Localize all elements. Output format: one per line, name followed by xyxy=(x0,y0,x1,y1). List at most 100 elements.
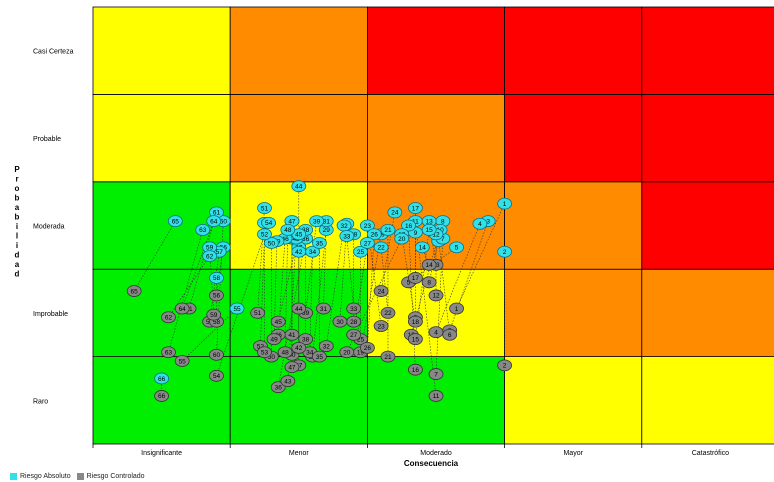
risk-connector xyxy=(216,247,224,296)
risk-connector xyxy=(380,247,389,313)
controlled-risk-point-label: 5 xyxy=(407,280,411,287)
controlled-risk-point: 66 xyxy=(154,390,170,402)
controlled-risk-point: 18 xyxy=(408,315,423,328)
risk-connector xyxy=(346,235,354,309)
controlled-risk-point-marker xyxy=(257,346,272,359)
absolute-risk-point-marker xyxy=(339,230,355,242)
absolute-risk-point-label: 3 xyxy=(486,218,490,225)
absolute-risk-point-marker xyxy=(497,197,513,210)
absolute-risk-point-label: 52 xyxy=(261,232,269,239)
absolute-risk-point-label: 8 xyxy=(441,218,445,225)
risk-connector xyxy=(181,221,215,309)
controlled-risk-point-marker xyxy=(291,302,307,315)
absolute-risk-point-marker xyxy=(401,219,416,232)
controlled-risk-point-marker xyxy=(421,258,437,271)
controlled-risk-point-label: 51 xyxy=(254,310,262,317)
controlled-risk-point-label: 15 xyxy=(412,336,420,343)
controlled-risk-point-marker xyxy=(161,346,176,359)
risk-connector xyxy=(408,225,416,370)
controlled-risk-point: 24 xyxy=(373,285,389,297)
risk-connector xyxy=(456,203,505,309)
controlled-risk-point-label: 47 xyxy=(288,364,296,371)
controlled-risk-point-label: 63 xyxy=(165,350,173,357)
absolute-risk-point-marker xyxy=(263,237,279,249)
controlled-risk-point-label: 16 xyxy=(412,367,420,374)
absolute-risk-point-label: 36 xyxy=(302,236,310,243)
controlled-risk-point-marker xyxy=(408,315,423,328)
controlled-risk-point-label: 11 xyxy=(433,393,440,400)
absolute-risk-point-label: 61 xyxy=(213,210,221,217)
absolute-risk-point-marker xyxy=(359,219,375,232)
controlled-risk-point: 36 xyxy=(270,381,286,394)
absolute-risk-point: 27 xyxy=(359,237,375,249)
absolute-risk-point: 14 xyxy=(414,241,430,254)
absolute-risk-point-label: 11 xyxy=(412,218,419,225)
controlled-risk-point-marker xyxy=(277,346,293,359)
controlled-risk-point: 56 xyxy=(209,289,224,302)
controlled-risk-point: 14 xyxy=(421,258,437,271)
absolute-risk-point: 35 xyxy=(311,237,327,249)
matrix-cell-4-2 xyxy=(366,6,505,95)
controlled-risk-point-label: 56 xyxy=(213,293,221,300)
absolute-risk-point-label: 62 xyxy=(206,253,214,260)
x-tick-label: Catastrófico xyxy=(692,450,729,457)
risk-connector xyxy=(260,234,265,347)
controlled-risk-point-label: 26 xyxy=(364,345,372,352)
controlled-risk-point-label: 30 xyxy=(336,319,344,326)
controlled-risk-point: 38 xyxy=(298,333,314,346)
controlled-risk-point-marker xyxy=(346,302,362,315)
absolute-risk-point-label: 42 xyxy=(295,249,303,256)
controlled-risk-point: 35 xyxy=(311,350,327,363)
absolute-risk-point-marker xyxy=(414,241,430,254)
absolute-risk-point-marker xyxy=(291,180,307,193)
controlled-risk-point: 15 xyxy=(408,333,423,346)
absolute-risk-point: 20 xyxy=(394,232,410,245)
absolute-risk-point: 23 xyxy=(359,219,375,232)
absolute-risk-point-marker xyxy=(209,272,224,284)
controlled-risk-point-label: 62 xyxy=(165,315,173,322)
controlled-risk-point-marker xyxy=(339,346,355,359)
absolute-risk-point-label: 34 xyxy=(309,249,317,256)
controlled-risk-point-label: 24 xyxy=(378,288,386,295)
absolute-risk-point: 17 xyxy=(408,202,423,214)
controlled-risk-point: 22 xyxy=(380,306,396,319)
matrix-cell-4-3 xyxy=(504,6,643,95)
absolute-risk-point: 22 xyxy=(373,241,389,254)
absolute-risk-point: 5 xyxy=(449,241,464,254)
controlled-risk-point: 62 xyxy=(161,311,176,324)
absolute-risk-point-label: 63 xyxy=(199,227,207,234)
absolute-risk-point-marker xyxy=(366,228,382,241)
risk-connector xyxy=(168,229,204,353)
controlled-risk-point: 2 xyxy=(497,359,513,372)
controlled-risk-point-marker xyxy=(428,390,444,402)
absolute-risk-point-marker xyxy=(229,302,245,315)
controlled-risk-point: 64 xyxy=(174,302,190,315)
controlled-risk-point-label: 4 xyxy=(434,329,438,336)
absolute-risk-point: 4 xyxy=(472,217,488,230)
absolute-risk-point-label: 60 xyxy=(220,218,228,225)
matrix-cell-3-3 xyxy=(504,94,643,183)
controlled-risk-point-marker xyxy=(380,306,396,319)
matrix-cell-2-4 xyxy=(641,181,774,270)
controlled-risk-point-label: 17 xyxy=(412,275,420,282)
controlled-risk-point-label: 1 xyxy=(455,306,459,313)
matrix-cell-3-4 xyxy=(641,94,774,183)
legend-swatch-controlado xyxy=(76,472,84,480)
controlled-risk-point: 27 xyxy=(346,328,362,341)
absolute-risk-point: 58 xyxy=(209,272,224,284)
x-axis-label: Consecuencia xyxy=(404,459,459,468)
absolute-risk-point-label: 32 xyxy=(340,223,348,230)
absolute-risk-point: 64 xyxy=(206,215,222,228)
absolute-risk-point-label: 55 xyxy=(233,306,241,313)
controlled-risk-point: 1 xyxy=(449,302,464,315)
absolute-risk-point-label: 66 xyxy=(158,376,166,383)
absolute-risk-point-marker xyxy=(387,206,403,219)
risk-connector xyxy=(257,208,265,313)
controlled-risk-point: 20 xyxy=(339,346,355,359)
matrix-cells xyxy=(92,6,774,445)
controlled-risk-point-marker xyxy=(373,285,389,297)
controlled-risk-point: 48 xyxy=(277,346,293,359)
absolute-risk-point-label: 54 xyxy=(265,220,273,227)
absolute-risk-point-label: 16 xyxy=(405,223,413,230)
absolute-risk-point-marker xyxy=(449,241,464,254)
